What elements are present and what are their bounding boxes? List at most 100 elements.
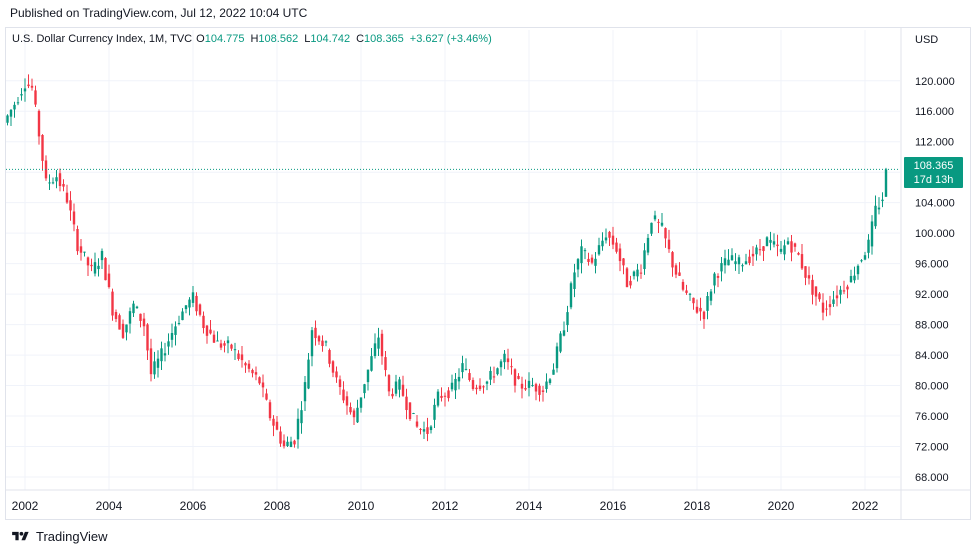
candle-body (737, 257, 741, 265)
candle-body (622, 258, 625, 266)
candle-body (93, 262, 97, 274)
candle-body (139, 313, 142, 321)
candle-body (478, 385, 482, 390)
candle-body (692, 297, 695, 304)
candle-body (482, 386, 485, 388)
candle-body (587, 258, 590, 262)
candle-body (401, 384, 405, 396)
candle-body (688, 293, 692, 295)
candle-body (237, 353, 240, 360)
bar-countdown: 17d 13h (913, 174, 954, 186)
last-price-tag: 108.365 17d 13h (904, 157, 963, 188)
candle-body (268, 402, 272, 419)
candle-body (520, 383, 524, 389)
candle-body (107, 273, 111, 288)
chart-pane[interactable] (5, 27, 971, 520)
candle-body (583, 250, 587, 252)
candle-body (863, 255, 867, 260)
candle-body (55, 177, 58, 182)
candle-body (198, 304, 202, 315)
candle-body (524, 388, 527, 390)
candle-body (335, 371, 338, 378)
candle-body (226, 340, 230, 344)
candle-body (489, 370, 492, 380)
candle-body (590, 257, 594, 263)
candle-body (352, 410, 356, 418)
candle-body (800, 254, 804, 269)
candle-body (748, 256, 751, 263)
candle-body (849, 276, 853, 283)
candle-body (86, 257, 90, 266)
candle-body (356, 407, 359, 423)
candle-body (202, 315, 205, 329)
candle-body (720, 263, 723, 272)
candle-body (653, 215, 657, 220)
y-tick-label: 116.000 (915, 106, 954, 118)
y-tick-label: 88.000 (915, 320, 949, 332)
candle-body (135, 306, 139, 309)
last-price-value: 108.365 (913, 160, 954, 172)
candle-body (713, 273, 716, 286)
candle-body (272, 418, 275, 426)
candle-body (835, 295, 839, 299)
candle-body (436, 391, 440, 406)
candle-body (839, 289, 842, 295)
candle-body (58, 173, 62, 187)
candle-body (338, 379, 342, 388)
candle-body (177, 322, 181, 324)
candle-body (618, 248, 622, 262)
candle-body (118, 315, 121, 330)
candle-body (716, 275, 720, 278)
candle-body (97, 265, 100, 270)
candle-body (429, 426, 433, 431)
candle-body (548, 379, 552, 384)
candle-body (842, 290, 846, 292)
candle-body (454, 378, 457, 391)
candle-body (450, 382, 454, 390)
candle-body (755, 247, 758, 255)
candle-body (870, 221, 874, 247)
candle-body (83, 251, 86, 253)
candle-body (884, 169, 888, 197)
candle-body (27, 84, 30, 87)
candle-body (51, 182, 55, 184)
candle-body (293, 440, 296, 445)
candle-body (569, 283, 573, 308)
x-tick-label: 2016 (600, 499, 627, 513)
candle-body (405, 396, 408, 411)
legend-high: 108.562 (258, 33, 299, 45)
candle-body (695, 306, 699, 313)
candle-body (443, 395, 447, 397)
legend-close-label: C (356, 33, 365, 45)
y-tick-label: 120.000 (915, 76, 955, 88)
candle-body (342, 389, 345, 401)
candle-body (79, 246, 83, 253)
candle-body (527, 380, 531, 388)
candle-body (464, 368, 468, 370)
candle-body (125, 324, 128, 333)
legend-change: +3.627 (+3.46%) (409, 33, 492, 45)
footer-brand[interactable]: TradingView (10, 529, 108, 544)
candle-body (657, 221, 660, 223)
candle-body (349, 407, 352, 413)
candle-body (142, 318, 146, 327)
candle-body (559, 333, 562, 352)
legend-high-label: H (250, 33, 259, 45)
candle-body (300, 410, 303, 424)
candle-body (394, 381, 398, 394)
candle-body (702, 311, 706, 320)
x-tick-label: 2020 (768, 499, 795, 513)
candle-body (219, 343, 223, 348)
candle-body (317, 336, 321, 342)
candle-body (807, 275, 811, 279)
candle-body (310, 330, 314, 357)
legend-low: 104.742 (310, 33, 351, 45)
candle-body (191, 292, 195, 303)
candle-body (20, 94, 23, 96)
candle-body (279, 431, 282, 444)
candle-body (181, 311, 184, 321)
candle-body (664, 228, 667, 239)
candle-body (377, 337, 380, 349)
candle-body (608, 231, 611, 238)
